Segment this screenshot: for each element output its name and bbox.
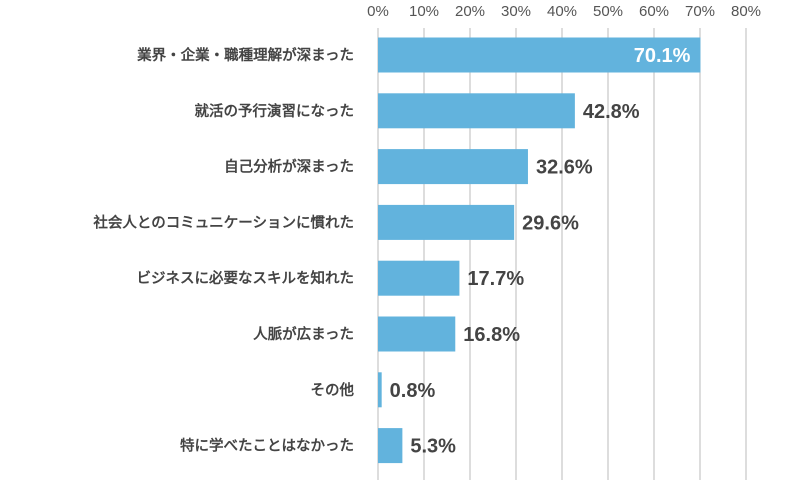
bar — [378, 149, 528, 185]
category-label: 就活の予行演習になった — [195, 102, 355, 120]
x-tick-label: 10% — [409, 3, 439, 20]
category-label: その他 — [311, 381, 355, 399]
x-tick-label: 60% — [639, 3, 669, 20]
data-label: 32.6% — [536, 157, 593, 179]
bar — [378, 37, 701, 73]
category-label: ビジネスに必要なスキルを知れた — [137, 269, 355, 287]
category-label: 社会人とのコミュニケーションに慣れた — [92, 213, 354, 231]
bar — [378, 316, 456, 352]
data-label: 17.7% — [467, 268, 524, 290]
bar — [378, 204, 515, 240]
data-label: 0.8% — [390, 380, 436, 402]
data-label: 5.3% — [410, 436, 456, 458]
bar — [378, 93, 575, 129]
bar — [378, 260, 460, 296]
x-tick-label: 80% — [731, 3, 761, 20]
data-label: 29.6% — [522, 212, 579, 234]
x-tick-label: 70% — [685, 3, 715, 20]
category-label: 特に学べたことはなかった — [180, 437, 354, 455]
bar — [378, 428, 403, 464]
x-tick-label: 0% — [367, 3, 389, 20]
x-tick-label: 50% — [593, 3, 623, 20]
category-label: 人脈が広まった — [253, 325, 354, 343]
category-label: 自己分析が深まった — [224, 158, 354, 176]
x-tick-label: 30% — [501, 3, 531, 20]
x-tick-label: 40% — [547, 3, 577, 20]
data-label: 42.8% — [583, 101, 640, 123]
data-label: 16.8% — [463, 324, 520, 346]
bar — [378, 372, 382, 408]
category-label: 業界・企業・職種理解が深まった — [136, 46, 354, 64]
data-label: 70.1% — [634, 45, 691, 67]
x-tick-label: 20% — [455, 3, 485, 20]
